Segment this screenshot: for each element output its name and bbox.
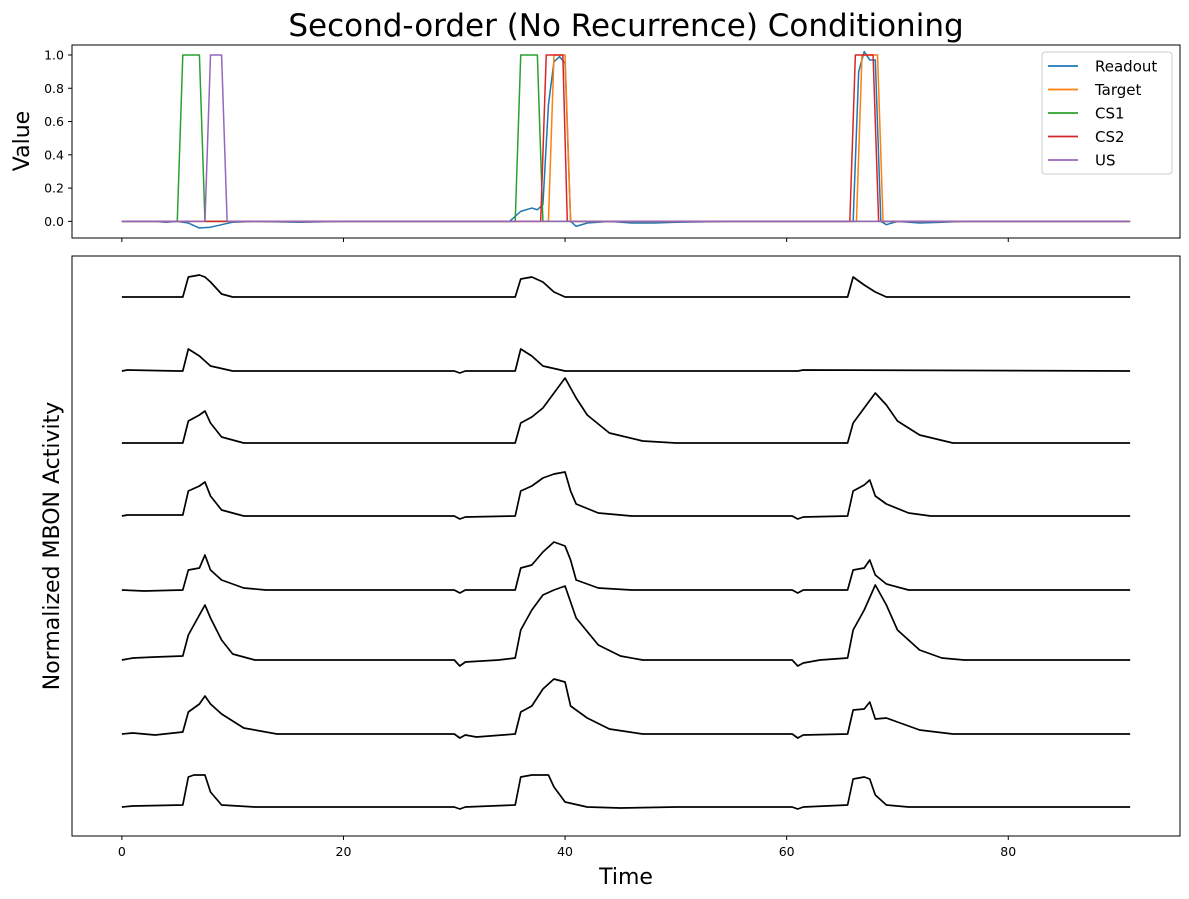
mbon-traces: [121, 274, 1131, 810]
y-tick-label: 0.4: [44, 147, 64, 162]
series-line-cs2: [121, 54, 1131, 223]
series-line-target: [121, 54, 1131, 223]
legend-box: [1041, 51, 1173, 175]
legend-label: US: [1095, 152, 1116, 170]
legend-label: CS2: [1095, 128, 1125, 146]
top-axes-frame: [71, 44, 1181, 239]
mbon-trace-2: [121, 348, 1131, 374]
top-panel: 0.0 0.2 0.4 0.6 0.8 1.0 Value Readout Target CS…: [10, 44, 1181, 242]
y-tick-label: 0.0: [44, 214, 64, 229]
mbon-trace-3: [121, 377, 1131, 444]
bottom-x-ticks: 0 20 40 60 80: [118, 836, 1016, 859]
top-y-ticks: 0.0 0.2 0.4 0.6 0.8 1.0: [44, 47, 72, 229]
x-tick-label: 20: [336, 844, 352, 859]
top-x-ticks: [121, 238, 1009, 242]
mbon-trace-8: [121, 774, 1131, 810]
bottom-y-axis-label: Normalized MBON Activity: [40, 402, 65, 690]
bottom-x-axis-label: Time: [598, 865, 653, 890]
x-tick-label: 60: [779, 844, 795, 859]
legend-label: Readout: [1095, 58, 1157, 76]
series-line-cs1: [121, 54, 1131, 223]
mbon-trace-6: [121, 584, 1131, 667]
mbon-trace-5: [121, 541, 1131, 594]
legend-label: Target: [1094, 81, 1142, 99]
bottom-panel: 0 20 40 60 80 Normalized MBON Activity Time: [40, 255, 1181, 890]
top-y-axis-label: Value: [10, 111, 35, 171]
mbon-trace-1: [121, 274, 1131, 298]
x-tick-label: 80: [1000, 844, 1016, 859]
x-tick-label: 40: [557, 844, 573, 859]
bottom-axes-frame: [71, 255, 1181, 837]
legend: Readout Target CS1 CS2 US: [1041, 51, 1173, 175]
legend-label: CS1: [1095, 105, 1125, 123]
chart-title: Second-order (No Recurrence) Conditionin…: [288, 8, 963, 44]
x-tick-label: 0: [118, 844, 126, 859]
top-series-lines: [121, 50, 1131, 229]
y-tick-label: 0.8: [44, 81, 64, 96]
series-line-us: [121, 54, 1131, 223]
mbon-trace-4: [121, 471, 1131, 520]
mbon-trace-7: [121, 678, 1131, 739]
y-tick-label: 0.2: [44, 181, 64, 196]
y-tick-label: 0.6: [44, 114, 64, 129]
series-line-readout: [121, 50, 1131, 229]
y-tick-label: 1.0: [44, 47, 64, 62]
legend-items: Readout Target CS1 CS2 US: [1048, 58, 1157, 170]
